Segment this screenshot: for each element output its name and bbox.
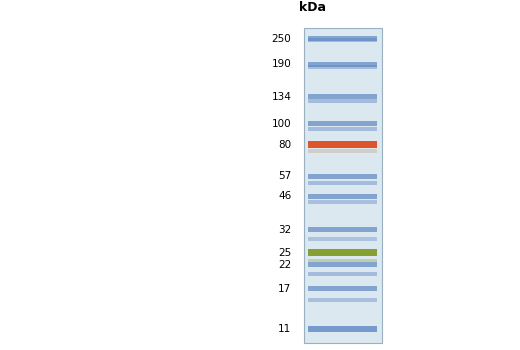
Bar <box>308 262 376 267</box>
Text: 80: 80 <box>278 140 291 150</box>
Bar <box>308 259 376 262</box>
Bar <box>308 149 376 153</box>
Bar <box>304 28 382 343</box>
Bar <box>308 62 376 66</box>
Bar <box>308 250 376 257</box>
Bar <box>308 181 376 185</box>
Bar <box>308 299 376 302</box>
Text: 134: 134 <box>271 92 291 102</box>
Bar <box>308 127 376 131</box>
Bar <box>308 237 376 241</box>
Bar <box>308 201 376 204</box>
Bar <box>308 286 376 291</box>
Bar <box>308 38 376 42</box>
Bar <box>308 228 376 232</box>
Text: 22: 22 <box>278 260 291 270</box>
Text: 46: 46 <box>278 191 291 201</box>
Bar <box>308 272 376 276</box>
Bar <box>308 94 376 99</box>
Bar <box>308 121 376 126</box>
Text: 100: 100 <box>271 119 291 129</box>
Text: 57: 57 <box>278 171 291 181</box>
Bar <box>308 65 376 69</box>
Text: 32: 32 <box>278 225 291 235</box>
Text: 11: 11 <box>278 324 291 334</box>
Text: kDa: kDa <box>299 1 326 14</box>
Bar <box>308 326 376 332</box>
Text: 25: 25 <box>278 248 291 258</box>
Bar <box>308 141 376 148</box>
Bar <box>308 194 376 199</box>
Bar <box>308 36 376 41</box>
Bar <box>308 174 376 179</box>
Text: 17: 17 <box>278 284 291 294</box>
Text: 250: 250 <box>271 34 291 43</box>
Bar <box>308 99 376 103</box>
Text: 190: 190 <box>271 59 291 69</box>
